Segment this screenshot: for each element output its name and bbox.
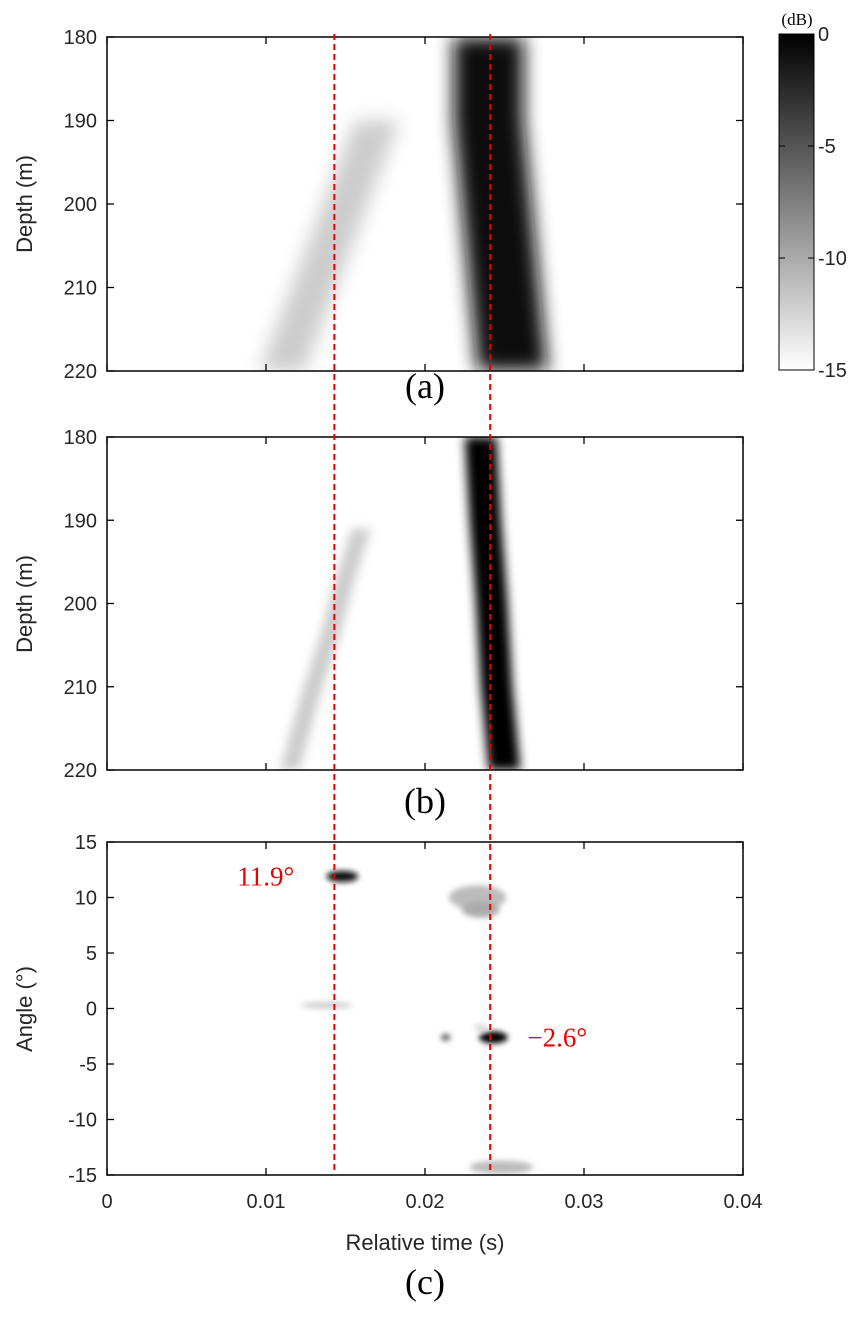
panel-c-blob (461, 901, 500, 918)
panel-b-band (464, 437, 521, 770)
panel-c-blob (474, 1024, 488, 1031)
panel-c-ytick-label: 0 (86, 999, 97, 1021)
panel-a-ytick-label: 190 (64, 111, 97, 133)
panel-a-image (259, 37, 548, 371)
panel-b-ytick-label: 190 (64, 510, 97, 532)
panel-c-frame (106, 841, 744, 1176)
panel-c-xtick-label: 0.02 (406, 1191, 445, 1213)
colorbar: (dB) 0 -5 -10 -15 (778, 10, 847, 382)
panel-a-ticks: 180 190 200 210 220 (64, 27, 744, 383)
panel-c-blob (440, 1034, 451, 1041)
panel-a-label: (a) (405, 366, 445, 406)
colorbar-unit: (dB) (781, 10, 812, 29)
panel-a-band (259, 120, 400, 371)
panel-b-frame (106, 436, 744, 771)
panel-c-blob (300, 1001, 352, 1009)
panel-c-ytick-label: 10 (75, 888, 97, 910)
panel-c-ytick-label: -10 (68, 1110, 97, 1132)
angle-annotation: −2.6° (527, 1022, 587, 1052)
panel-b-image (280, 437, 521, 770)
colorbar-tick-label: 0 (818, 24, 829, 46)
panel-c-label: (c) (405, 1262, 445, 1302)
colorbar-gradient (778, 33, 815, 371)
panel-a-ytick-label: 220 (64, 361, 97, 383)
angle-annotation: 11.9° (237, 861, 294, 891)
panel-a-frame (106, 36, 744, 372)
panel-b-ytick-label: 200 (64, 594, 97, 616)
panel-c-blob (469, 1160, 534, 1174)
panel-c-image (300, 870, 534, 1174)
panel-c-ytick-label: 15 (75, 832, 97, 854)
panel-a-band (453, 37, 548, 371)
panel-c-xtick-label: 0.01 (247, 1191, 286, 1213)
panel-c-ylabel: Angle (°) (12, 966, 37, 1052)
colorbar-tick-label: -15 (818, 360, 847, 382)
colorbar-tick-label: -5 (818, 136, 836, 158)
panel-b: 180 190 200 210 220 Depth (m) (b) (12, 427, 744, 821)
panel-c-blob (479, 1031, 508, 1044)
panel-c-ytick-label: -5 (79, 1054, 97, 1076)
panel-c-xtick-label: 0.04 (724, 1191, 763, 1213)
panel-b-ytick-label: 220 (64, 760, 97, 782)
panel-a-ytick-label: 180 (64, 27, 97, 49)
panel-b-ytick-label: 180 (64, 427, 97, 449)
panel-b-band (280, 528, 371, 770)
panel-b-ytick-label: 210 (64, 677, 97, 699)
colorbar-ticks: 0 -5 -10 -15 (779, 24, 847, 382)
colorbar-tick-label: -10 (818, 248, 847, 270)
panel-c-blob (326, 870, 359, 882)
panel-c-xtick-label: 0 (101, 1191, 112, 1213)
panel-c-ytick-label: -15 (68, 1165, 97, 1187)
panel-b-label: (b) (404, 781, 446, 821)
panel-c-xtick-label: 0.03 (565, 1191, 604, 1213)
panel-b-ticks: 180 190 200 210 220 (64, 427, 744, 782)
panel-a-ylabel: Depth (m) (12, 155, 37, 253)
panel-a: 180 190 200 210 220 Depth (m) (a) (12, 27, 744, 406)
panel-b-ylabel: Depth (m) (12, 555, 37, 653)
panel-a-ytick-label: 200 (64, 194, 97, 216)
panel-c-annotations: 11.9° −2.6° (237, 861, 587, 1052)
panel-a-ytick-label: 210 (64, 278, 97, 300)
panel-c-ytick-label: 5 (86, 943, 97, 965)
panel-c-xlabel: Relative time (s) (346, 1230, 505, 1255)
